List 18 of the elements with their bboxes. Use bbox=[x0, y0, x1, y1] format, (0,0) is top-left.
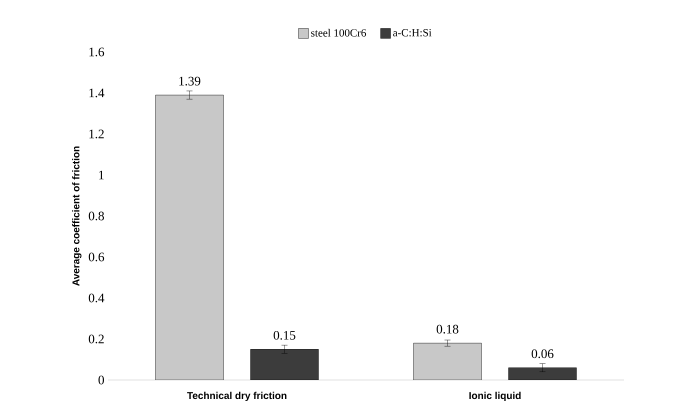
y-tick-label: 0.8 bbox=[88, 212, 104, 220]
legend-label: a-C:H:Si bbox=[393, 29, 432, 36]
data-label: 0.06 bbox=[532, 349, 554, 358]
data-label: 0.18 bbox=[436, 324, 458, 334]
y-tick-label: 0 bbox=[98, 376, 104, 384]
legend-label: steel 100Cr6 bbox=[311, 28, 366, 37]
y-axis-title: Average coefficient of friction bbox=[72, 146, 82, 286]
data-label: 1.39 bbox=[179, 76, 200, 86]
y-tick-label: 1.6 bbox=[89, 48, 104, 56]
y-tick-label: 1.4 bbox=[89, 88, 104, 98]
y-tick-label: 0.2 bbox=[88, 334, 104, 344]
y-tick-label: 0.6 bbox=[88, 252, 104, 262]
data-label: 0.15 bbox=[274, 330, 296, 340]
y-tick-label: 1 bbox=[99, 170, 104, 180]
y-tick-label: 1.2 bbox=[89, 130, 104, 138]
x-tick-label: Ionic liquid bbox=[469, 392, 521, 402]
x-tick-label: Technical dry friction bbox=[187, 392, 286, 402]
y-tick-label: 0.4 bbox=[88, 294, 104, 302]
